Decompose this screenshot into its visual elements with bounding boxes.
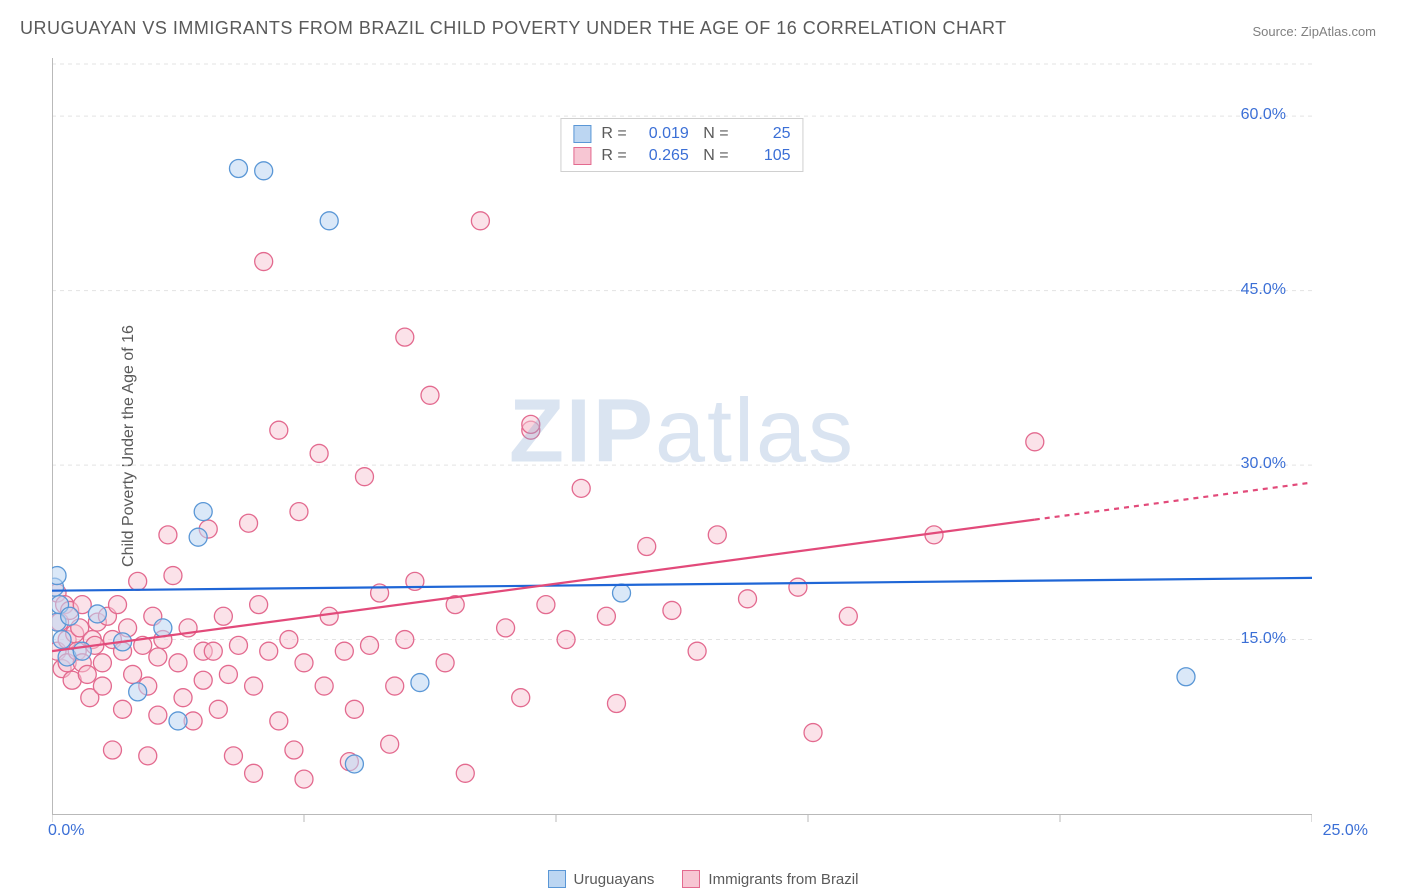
- correlation-legend: R = 0.019 N = 25 R = 0.265 N = 105: [560, 118, 803, 172]
- scatter-plot: [52, 58, 1312, 838]
- r-value: 0.265: [637, 147, 689, 165]
- chart-title: URUGUAYAN VS IMMIGRANTS FROM BRAZIL CHIL…: [20, 18, 1007, 39]
- legend-swatch: [573, 125, 591, 143]
- y-tick-45: 45.0%: [1241, 281, 1286, 299]
- n-value: 105: [739, 147, 791, 165]
- legend-stat-row: R = 0.019 N = 25: [573, 123, 790, 145]
- x-tick-0: 0.0%: [48, 822, 84, 840]
- legend-swatch: [548, 870, 566, 888]
- source-attribution: Source: ZipAtlas.com: [1252, 24, 1376, 39]
- n-value: 25: [739, 125, 791, 143]
- legend-swatch: [682, 870, 700, 888]
- legend-stat-row: R = 0.265 N = 105: [573, 145, 790, 167]
- r-label: R =: [601, 125, 626, 143]
- legend-label: Uruguayans: [574, 871, 655, 888]
- legend-swatch: [573, 147, 591, 165]
- y-tick-30: 30.0%: [1241, 455, 1286, 473]
- y-tick-15: 15.0%: [1241, 630, 1286, 648]
- r-value: 0.019: [637, 125, 689, 143]
- legend-item: Immigrants from Brazil: [682, 870, 858, 888]
- legend-label: Immigrants from Brazil: [708, 871, 858, 888]
- n-label: N =: [699, 147, 729, 165]
- x-tick-25: 25.0%: [1323, 822, 1368, 840]
- chart-area: ZIPatlas R = 0.019 N = 25 R = 0.265 N = …: [52, 58, 1312, 838]
- y-tick-60: 60.0%: [1241, 106, 1286, 124]
- n-label: N =: [699, 125, 729, 143]
- r-label: R =: [601, 147, 626, 165]
- legend-item: Uruguayans: [548, 870, 655, 888]
- series-legend: Uruguayans Immigrants from Brazil: [0, 870, 1406, 888]
